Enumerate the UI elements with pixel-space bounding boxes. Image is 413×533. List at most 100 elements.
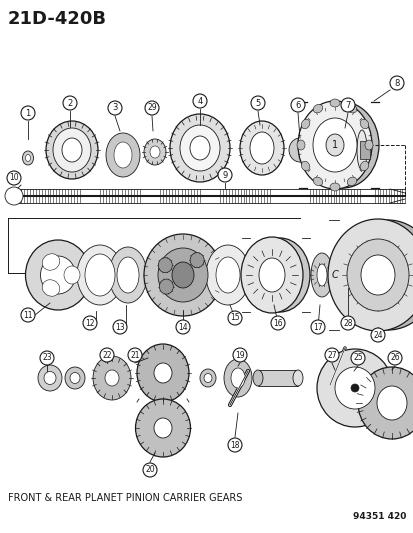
Ellipse shape (252, 370, 262, 386)
Ellipse shape (144, 234, 221, 316)
Circle shape (113, 320, 127, 334)
Text: C: C (331, 270, 337, 280)
Text: 25: 25 (352, 353, 362, 362)
Text: 6: 6 (294, 101, 300, 109)
Ellipse shape (170, 114, 230, 182)
Circle shape (228, 438, 242, 452)
Ellipse shape (230, 368, 244, 388)
Ellipse shape (154, 418, 171, 438)
Ellipse shape (376, 386, 406, 420)
Ellipse shape (313, 104, 322, 113)
Ellipse shape (360, 255, 394, 295)
Text: 19: 19 (235, 351, 244, 359)
Ellipse shape (249, 132, 273, 164)
Ellipse shape (135, 399, 190, 457)
Circle shape (271, 316, 284, 330)
Text: 16: 16 (273, 319, 282, 327)
Ellipse shape (312, 118, 356, 172)
Ellipse shape (106, 133, 140, 177)
Ellipse shape (65, 367, 85, 389)
Ellipse shape (240, 237, 302, 313)
Ellipse shape (297, 101, 371, 189)
Circle shape (108, 101, 122, 115)
Circle shape (145, 101, 159, 115)
Circle shape (192, 94, 206, 108)
Ellipse shape (339, 263, 359, 287)
Ellipse shape (327, 219, 413, 331)
Ellipse shape (347, 104, 356, 113)
Text: 17: 17 (312, 322, 322, 332)
Circle shape (250, 96, 264, 110)
Bar (319, 130, 361, 170)
Ellipse shape (306, 102, 378, 188)
Ellipse shape (329, 183, 339, 191)
Ellipse shape (38, 365, 62, 391)
Ellipse shape (204, 374, 211, 383)
Ellipse shape (53, 128, 91, 172)
Text: 1: 1 (25, 109, 31, 117)
Ellipse shape (70, 373, 80, 384)
Ellipse shape (344, 269, 354, 281)
Ellipse shape (313, 177, 322, 185)
Circle shape (340, 316, 354, 330)
Circle shape (7, 171, 21, 185)
Ellipse shape (316, 264, 326, 286)
Ellipse shape (216, 257, 240, 293)
Ellipse shape (292, 370, 302, 386)
Text: 21D-420B: 21D-420B (8, 10, 107, 28)
Circle shape (5, 187, 23, 205)
Circle shape (389, 76, 403, 90)
Ellipse shape (346, 239, 408, 311)
Text: 8: 8 (393, 78, 399, 87)
Text: 23: 23 (42, 353, 52, 362)
Text: 1: 1 (331, 140, 337, 150)
Ellipse shape (314, 130, 324, 170)
Ellipse shape (137, 344, 189, 402)
Circle shape (310, 320, 324, 334)
Ellipse shape (144, 139, 166, 165)
Text: 22: 22 (102, 351, 112, 359)
Ellipse shape (288, 138, 310, 162)
Ellipse shape (359, 119, 368, 129)
Ellipse shape (240, 121, 283, 175)
Ellipse shape (62, 138, 82, 162)
Bar (257, 370, 297, 386)
Text: 18: 18 (230, 440, 239, 449)
Ellipse shape (44, 372, 56, 384)
Text: 11: 11 (23, 311, 33, 319)
Text: 9: 9 (222, 171, 227, 180)
Ellipse shape (93, 356, 131, 400)
Text: 15: 15 (230, 313, 239, 322)
Ellipse shape (109, 247, 147, 303)
Ellipse shape (296, 140, 304, 150)
Circle shape (324, 348, 338, 362)
Ellipse shape (199, 369, 216, 387)
Circle shape (350, 384, 358, 392)
Text: 2: 2 (67, 99, 72, 108)
Ellipse shape (347, 177, 356, 185)
Ellipse shape (338, 220, 413, 330)
Circle shape (21, 308, 35, 322)
Ellipse shape (117, 257, 139, 293)
Ellipse shape (180, 125, 219, 171)
Text: 3: 3 (112, 103, 117, 112)
Ellipse shape (190, 253, 204, 268)
Ellipse shape (150, 146, 159, 158)
Ellipse shape (357, 367, 413, 439)
Text: 4: 4 (197, 96, 202, 106)
Text: 24: 24 (372, 330, 382, 340)
Circle shape (100, 348, 114, 362)
Text: 20: 20 (145, 465, 154, 474)
Text: 7: 7 (344, 101, 350, 109)
Ellipse shape (46, 121, 98, 179)
Ellipse shape (190, 136, 209, 160)
Circle shape (218, 168, 231, 182)
Bar (359, 141, 369, 159)
Circle shape (370, 328, 384, 342)
Text: 10: 10 (9, 174, 19, 182)
Text: FRONT & REAR PLANET PINION CARRIER GEARS: FRONT & REAR PLANET PINION CARRIER GEARS (8, 493, 242, 503)
Ellipse shape (206, 245, 249, 305)
Ellipse shape (42, 254, 59, 270)
Ellipse shape (171, 262, 194, 288)
Ellipse shape (359, 161, 368, 171)
